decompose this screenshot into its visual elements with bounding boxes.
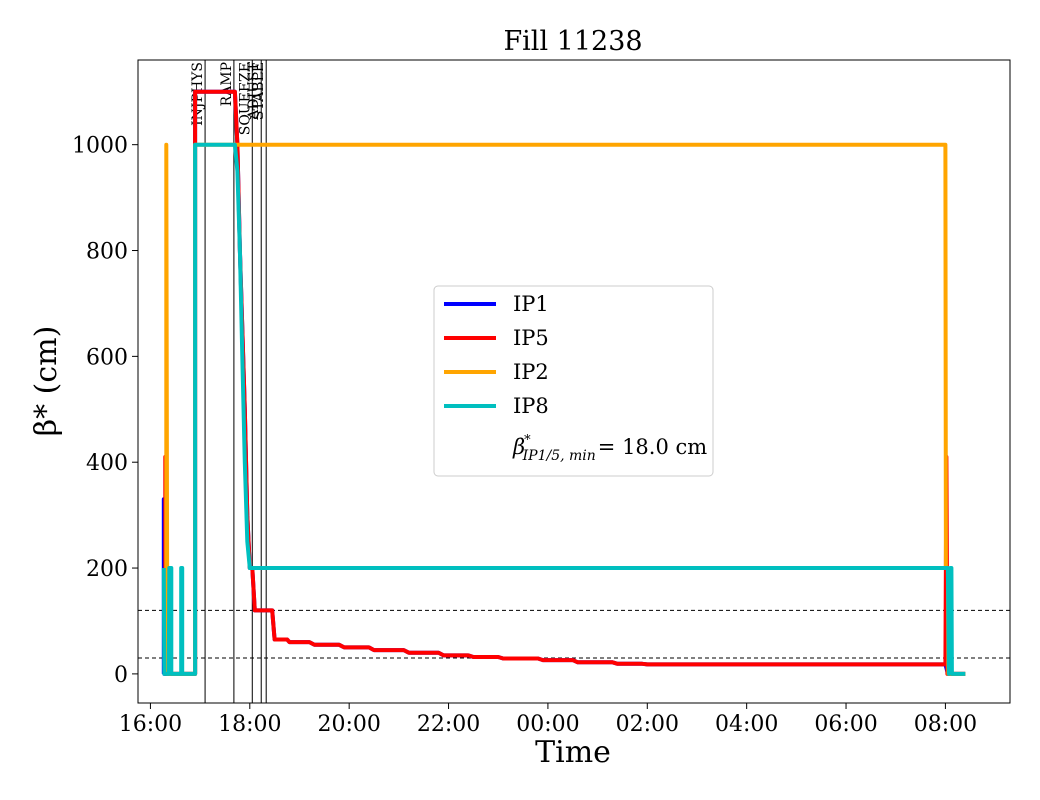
x-tick-label: 08:00 bbox=[914, 712, 977, 737]
x-tick-label: 02:00 bbox=[616, 712, 679, 737]
phase-label: ADJUST bbox=[246, 61, 262, 120]
x-tick-label: 06:00 bbox=[814, 712, 877, 737]
y-axis-label: β* (cm) bbox=[29, 326, 64, 437]
y-tick-label: 1000 bbox=[72, 134, 128, 159]
x-axis-label: Time bbox=[535, 735, 611, 770]
x-tick-label: 18:00 bbox=[218, 712, 281, 737]
x-tick-label: 22:00 bbox=[417, 712, 480, 737]
phase-label: INJPHYS bbox=[190, 62, 206, 126]
y-tick-label: 200 bbox=[86, 557, 128, 582]
series-lines bbox=[161, 89, 966, 676]
legend-label-ip1: IP1 bbox=[513, 292, 549, 316]
chart-title: Fill 11238 bbox=[503, 26, 642, 57]
legend-box bbox=[433, 285, 714, 477]
x-tick-label: 00:00 bbox=[516, 712, 579, 737]
legend-label-ip5: IP5 bbox=[513, 326, 549, 350]
legend-label-beta-min: β* IP1/5, min= 18.0 cm bbox=[512, 433, 707, 464]
phase-label: SQUEEZE bbox=[237, 62, 253, 135]
x-axis-ticks: 16:00 18:00 20:00 22:00 00:00 02:00 04:00 06:00… bbox=[119, 703, 977, 737]
y-tick-label: 0 bbox=[114, 663, 128, 688]
reference-lines bbox=[138, 609, 1010, 659]
x-tick-label: 20:00 bbox=[317, 712, 380, 737]
series-line-ip8 bbox=[161, 142, 966, 676]
legend-label-ip2: IP2 bbox=[513, 360, 549, 384]
y-axis-ticks: 0 200 400 600 800 1000 bbox=[72, 134, 138, 688]
phase-label: RAMP bbox=[219, 62, 235, 106]
x-tick-label: 04:00 bbox=[715, 712, 778, 737]
legend: IP1 IP5 IP2 IP8 β* IP1/5, min= 18.0 cm bbox=[433, 285, 714, 477]
legend-label-ip8: IP8 bbox=[513, 394, 549, 418]
y-tick-label: 600 bbox=[86, 345, 128, 370]
y-tick-label: 800 bbox=[86, 240, 128, 265]
x-tick-label: 16:00 bbox=[119, 712, 182, 737]
y-tick-label: 400 bbox=[86, 451, 128, 476]
plot-frame bbox=[137, 59, 1011, 704]
phase-label: STABLE bbox=[251, 62, 267, 120]
